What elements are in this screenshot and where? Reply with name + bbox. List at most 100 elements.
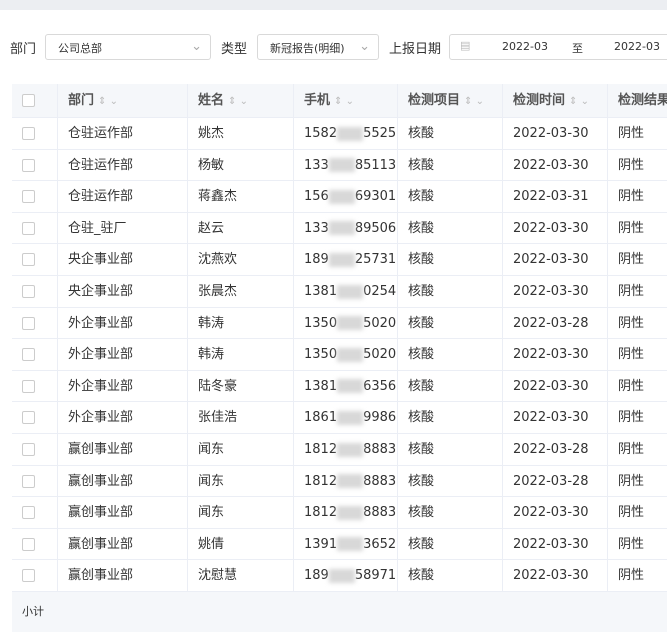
table-cell: 韩涛 [188, 307, 294, 340]
phone-mask [337, 474, 364, 489]
top-bar [0, 0, 667, 10]
cell-text: 闻东 [198, 473, 225, 489]
cell-text: 2022-03-30 [513, 536, 589, 552]
table-cell: 1861 99860 [294, 402, 398, 434]
checkbox[interactable] [22, 569, 35, 583]
table-cell: 1812 8883 [294, 434, 398, 466]
phone-mask [328, 252, 355, 267]
date-range[interactable]: ▤ 2022-03 至 2022-03 [449, 34, 667, 60]
phone-end: 99860 [363, 410, 397, 426]
cell-text: 核酸 [408, 157, 435, 173]
phone-start: 1350 [304, 315, 338, 331]
table-cell: 核酸 [398, 528, 503, 561]
checkbox[interactable] [22, 221, 35, 235]
table-cell: 姚倩 [188, 528, 294, 561]
cell-text: 韩涛 [198, 315, 225, 331]
cell-text: 阴性 [618, 315, 645, 331]
phone-start: 189 [304, 568, 329, 584]
table-cell: 赢创事业部 [58, 497, 188, 529]
cell-text: 杨敏 [198, 157, 225, 173]
phone-start: 1582 [304, 126, 338, 141]
cell-text: 陆冬豪 [198, 378, 238, 394]
table-cell: 核酸 [398, 276, 503, 308]
table-cell: 核酸 [398, 244, 503, 276]
checkbox[interactable] [22, 379, 35, 393]
checkbox[interactable] [22, 506, 35, 520]
type-select[interactable]: 新冠报告(明细) ⌄ [257, 34, 379, 60]
checkbox[interactable] [22, 158, 35, 172]
header-cell[interactable]: 手机 ⇕ ⌄ [294, 84, 398, 118]
row-checkbox [12, 149, 58, 182]
cell-text: 阴性 [618, 442, 645, 457]
header-label: 检测时间 [513, 93, 566, 108]
table-cell: 核酸 [398, 181, 503, 213]
phone-end: 8883 [363, 473, 397, 489]
phone-start: 1391 [304, 536, 338, 552]
phone-start: 189 [304, 252, 329, 268]
phone-end: 5020 [363, 347, 397, 363]
checkbox[interactable] [22, 94, 35, 107]
phone-start: 133 [304, 157, 329, 173]
table-cell: 张佳浩 [188, 402, 294, 434]
dept-select[interactable]: 公司总部 ⌄ [45, 34, 211, 60]
checkbox[interactable] [22, 411, 35, 425]
table-cell: 1381 02548 [294, 276, 398, 308]
checkbox[interactable] [22, 253, 35, 267]
checkbox[interactable] [22, 316, 35, 330]
header-label: 手机 [304, 93, 331, 108]
table-cell: 阴性 [608, 308, 667, 340]
cell-text: 沈燕欢 [198, 252, 238, 268]
table-cell: 外企事业部 [58, 370, 188, 403]
checkbox[interactable] [22, 348, 35, 362]
header-checkbox [12, 84, 58, 118]
phone-end: 6356 [363, 378, 397, 394]
table-cell: 仓驻运作部 [58, 149, 188, 182]
table-cell: 闻东 [188, 497, 294, 529]
cell-text: 沈慰慧 [198, 568, 238, 584]
table-cell: 2022-03-30 [503, 276, 608, 308]
table-cell: 赢创事业部 [58, 465, 188, 498]
phone-start: 1812 [304, 442, 338, 457]
checkbox[interactable] [22, 537, 35, 551]
cell-text: 外企事业部 [68, 378, 134, 394]
cell-text: 张晨杰 [198, 284, 238, 299]
table-cell: 阴性 [608, 402, 667, 434]
phone-end: 8883 [363, 442, 397, 457]
table-cell: 189 25731 [294, 244, 398, 276]
table-cell: 阴性 [608, 213, 667, 245]
cell-text: 赢创事业部 [68, 536, 134, 552]
table-cell: 沈慰慧 [188, 560, 294, 592]
row-checkbox [12, 370, 58, 403]
checkbox[interactable] [22, 474, 35, 488]
cell-text: 赢创事业部 [68, 568, 134, 584]
checkbox[interactable] [22, 127, 35, 140]
checkbox[interactable] [22, 443, 35, 456]
table-cell: 仓驻运作部 [58, 118, 188, 150]
checkbox[interactable] [22, 190, 35, 204]
table-cell: 2022-03-30 [503, 497, 608, 529]
phone-start: 1812 [304, 505, 338, 521]
table-cell: 核酸 [398, 560, 503, 592]
table-cell: 1350 5020 [294, 307, 398, 340]
cell-text: 仓驻运作部 [68, 157, 134, 173]
header-cell[interactable]: 检测时间 ⇕ ⌄ [503, 84, 608, 118]
row-checkbox [12, 465, 58, 498]
cell-text: 赢创事业部 [68, 442, 134, 457]
table-cell: 外企事业部 [58, 307, 188, 340]
row-checkbox [12, 560, 58, 592]
header-cell[interactable]: 检测结果⇕ ⌄ [608, 84, 667, 118]
table-cell: 2022-03-28 [503, 465, 608, 498]
table-cell: 189 58971 [294, 560, 398, 592]
header-cell[interactable]: 姓名 ⇕ ⌄ [188, 84, 294, 118]
header-cell[interactable]: 检测项目 ⇕ ⌄ [398, 84, 503, 118]
cell-text: 2022-03-30 [513, 284, 589, 299]
row-checkbox [12, 402, 58, 434]
cell-text: 核酸 [408, 505, 435, 521]
checkbox[interactable] [22, 285, 35, 298]
row-checkbox [12, 212, 58, 245]
phone-end: 5020 [363, 315, 397, 331]
phone-end: 25731 [354, 252, 397, 268]
header-cell[interactable]: 部门 ⇕ ⌄ [58, 84, 188, 118]
cell-text: 核酸 [408, 126, 435, 141]
phone-end: 58971 [354, 568, 397, 584]
